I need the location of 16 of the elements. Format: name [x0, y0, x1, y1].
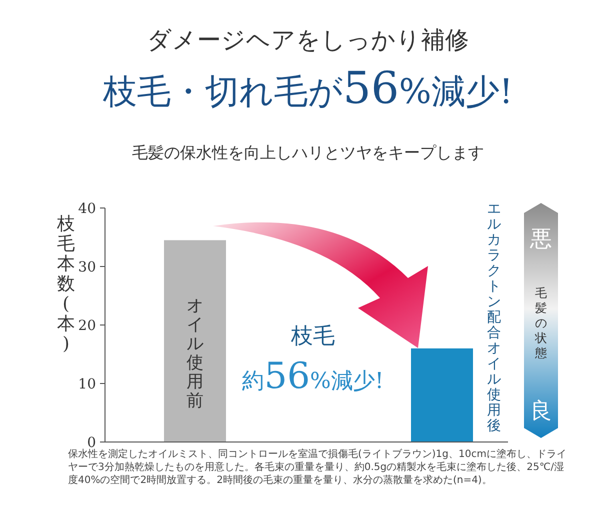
text: 毛髪の状態 [534, 286, 547, 360]
y-axis-title: 枝毛本数(本) [56, 213, 75, 354]
y-tick-label: 40 [78, 200, 96, 217]
category-label: エルカラクトン配合オイル使用後 [487, 200, 501, 434]
y-tick-label: 20 [78, 318, 96, 334]
text: 悪 [529, 227, 552, 252]
annotation: 枝毛 [290, 324, 335, 349]
text: 保水性を測定したオイルミスト、同コントロールを室温で損傷毛(ライトブラウン)1g、10cmに塗布し、ドライヤーで3分加熱乾燥したものを用意した。各毛束の重量を量り、約0.5gの精製水を毛束に塗布した後、25℃/湿度40%の空間で2時間放置する。2時間後の毛束の重量を量り、水分の蒸散量を求めた(n=4)。 [68, 448, 568, 487]
chart-subtitle: 枝毛・切れ毛が56%減少! [102, 63, 513, 114]
x-tick-label: オイル使用前 [186, 296, 204, 412]
text: 良 [530, 399, 552, 424]
text: 毛髪の保水性を向上しハリとツヤをキープします [132, 143, 484, 162]
annotation: 約56%減少! [242, 356, 384, 397]
chart-title: ダメージヘアをしっかり補修 [147, 26, 469, 54]
y-tick-label: 30 [78, 259, 96, 276]
y-tick-label: 10 [78, 376, 96, 392]
